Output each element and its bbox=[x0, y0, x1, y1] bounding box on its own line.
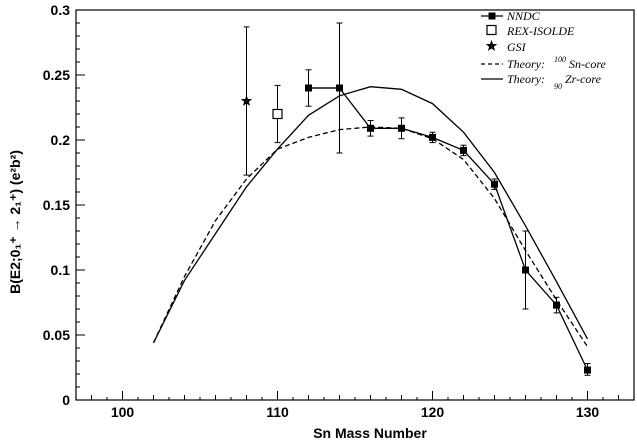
y-tick-label: 0 bbox=[62, 392, 70, 408]
y-tick-label: 0.05 bbox=[43, 327, 70, 343]
legend-label-rex-isolde: REX-ISOLDE bbox=[506, 24, 575, 38]
x-tick-label: 120 bbox=[421, 404, 445, 420]
legend-entry-nndc: NNDC bbox=[481, 9, 541, 23]
y-tick-label: 0.1 bbox=[51, 262, 71, 278]
y-tick-label: 0.25 bbox=[43, 67, 70, 83]
nndc-point bbox=[491, 180, 498, 188]
nndc-point bbox=[367, 124, 374, 132]
legend-label-gsi: GSI bbox=[507, 40, 527, 54]
y-axis-title: B(E2;0₁⁺ → 2₁⁺) (e²b²) bbox=[7, 150, 23, 294]
legend-label-theory-zr: Theory: 90 Zr-core bbox=[507, 72, 602, 92]
x-axis-title: Sn Mass Number bbox=[313, 425, 427, 441]
nndc-point bbox=[584, 366, 591, 374]
legend-label-nndc: NNDC bbox=[506, 9, 541, 23]
x-tick-label: 100 bbox=[111, 404, 135, 420]
nndc-point bbox=[398, 124, 405, 132]
y-tick-label: 0.2 bbox=[51, 132, 71, 148]
legend-entry-gsi: GSI bbox=[485, 40, 527, 54]
axes: 100 110 120 130 0 0.05 0.1 0.15 0.2 0.25 0.3 bbox=[43, 2, 635, 420]
x-tick-label: 130 bbox=[576, 404, 600, 420]
nndc-point bbox=[429, 133, 436, 141]
y-tick-label: 0.3 bbox=[51, 2, 71, 18]
nndc-point bbox=[553, 301, 560, 309]
nndc-point bbox=[460, 146, 467, 154]
nndc-line bbox=[308, 87, 589, 371]
legend-entry-rex-isolde: REX-ISOLDE bbox=[486, 24, 575, 38]
legend-entry-theory-sn: Theory: 100 Sn-core bbox=[481, 51, 607, 71]
nndc-point bbox=[522, 266, 529, 274]
legend-entry-theory-zr: Theory: 90 Zr-core bbox=[481, 72, 602, 92]
nndc-point bbox=[336, 84, 343, 92]
gsi-point bbox=[240, 95, 253, 106]
theory-zr-core-curve bbox=[152, 86, 589, 344]
y-tick-label: 0.15 bbox=[43, 197, 70, 213]
legend-label-theory-sn: Theory: 100 Sn-core bbox=[507, 51, 607, 71]
rex-isolde-point bbox=[272, 108, 283, 120]
x-tick-label: 110 bbox=[266, 404, 289, 420]
legend: NNDC REX-ISOLDE GSI Theory: 100 Sn-core … bbox=[481, 9, 607, 92]
nndc-point bbox=[305, 84, 312, 92]
plot-area bbox=[152, 22, 591, 376]
